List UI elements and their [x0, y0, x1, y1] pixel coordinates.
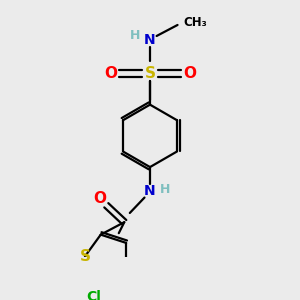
Text: Cl: Cl — [87, 290, 102, 300]
Text: S: S — [145, 66, 155, 81]
Text: CH₃: CH₃ — [184, 16, 208, 28]
Text: H: H — [129, 29, 140, 43]
Text: N: N — [144, 33, 156, 47]
Text: O: O — [94, 191, 106, 206]
Text: O: O — [104, 66, 117, 81]
Text: O: O — [183, 66, 196, 81]
Text: S: S — [80, 249, 91, 264]
Text: H: H — [160, 183, 171, 196]
Text: N: N — [144, 184, 156, 198]
